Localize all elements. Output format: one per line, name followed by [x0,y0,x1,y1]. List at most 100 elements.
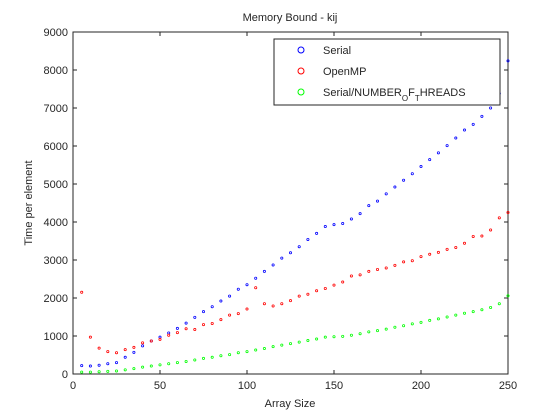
legend-label: Serial/NUMBEROFTHREADS [323,87,466,103]
data-point-series-1 [367,269,371,273]
data-point-series-2 [236,351,240,355]
data-point-series-0 [410,172,414,176]
x-tick-label: 100 [238,380,256,392]
x-tick-label: 200 [412,380,430,392]
y-tick-label: 9000 [44,27,68,39]
data-point-series-2 [419,320,423,324]
y-tick-label: 3000 [44,255,68,267]
data-point-series-1 [402,260,406,264]
data-point-series-2 [262,347,266,351]
data-point-series-0 [219,299,223,303]
data-point-series-1 [497,216,501,220]
data-point-series-2 [106,369,110,373]
data-point-series-0 [88,364,92,368]
data-point-series-0 [97,363,101,367]
data-point-series-0 [419,165,423,169]
data-point-series-2 [393,325,397,329]
data-point-series-2 [97,370,101,374]
data-point-series-1 [123,348,127,352]
data-point-series-1 [106,350,110,354]
data-point-series-0 [80,364,84,368]
data-point-series-0 [375,199,379,203]
data-point-series-1 [410,259,414,263]
x-tick-label: 50 [154,380,166,392]
legend-label-part: HREADS [420,87,466,99]
legend: Serial OpenMP Serial/NUMBEROFTHREADS [273,38,501,106]
data-point-series-2 [497,302,501,306]
data-point-series-0 [402,178,406,182]
data-point-series-2 [288,342,292,346]
data-point-series-0 [480,114,484,118]
data-point-series-2 [193,358,197,362]
data-point-series-2 [210,355,214,359]
data-point-series-0 [236,287,240,291]
data-point-series-2 [349,333,353,337]
x-tick-label: 0 [70,380,76,392]
data-point-series-0 [193,315,197,319]
data-point-series-2 [332,335,336,339]
data-point-series-0 [210,305,214,309]
y-tick-label: 4000 [44,217,68,229]
data-point-series-0 [506,59,510,63]
data-point-series-2 [410,322,414,326]
data-point-series-0 [454,136,458,140]
data-point-series-2 [480,308,484,312]
data-point-series-2 [297,340,301,344]
data-point-series-1 [288,299,292,303]
data-point-series-0 [445,144,449,148]
data-point-series-0 [106,362,110,366]
data-point-series-1 [262,302,266,306]
data-point-series-1 [201,323,205,327]
data-point-series-1 [115,351,119,355]
x-tick-label: 250 [499,380,517,392]
data-point-series-1 [280,302,284,306]
data-point-series-2 [254,348,258,352]
data-point-series-2 [471,310,475,314]
data-point-series-1 [236,312,240,316]
data-point-series-2 [315,337,319,341]
data-point-series-0 [349,217,353,221]
y-tick-label: 8000 [44,65,68,77]
data-point-series-2 [201,356,205,360]
data-point-series-2 [462,311,466,315]
data-point-series-1 [245,307,249,311]
data-point-series-2 [132,367,136,371]
data-point-series-1 [323,286,327,290]
data-point-series-0 [462,128,466,132]
data-point-series-1 [80,290,84,294]
data-point-series-2 [167,362,171,366]
data-point-series-0 [201,310,205,314]
data-point-series-0 [332,223,336,227]
data-point-series-0 [280,256,284,260]
data-point-series-1 [506,210,510,214]
data-point-series-2 [80,370,84,374]
data-point-series-1 [358,273,362,277]
data-point-series-2 [358,332,362,336]
data-point-series-2 [384,327,388,331]
data-point-series-2 [306,339,310,343]
data-point-series-0 [184,321,188,325]
data-point-series-1 [341,280,345,284]
data-point-series-2 [323,335,327,339]
data-point-series-0 [367,204,371,208]
data-point-series-1 [193,328,197,332]
data-points [80,59,510,374]
data-point-series-2 [367,330,371,334]
legend-label-part: Serial/NUMBER [323,87,402,99]
data-point-series-0 [436,151,440,155]
legend-label-part: F [408,87,415,99]
data-point-series-0 [245,283,249,287]
data-point-series-0 [341,222,345,226]
data-point-series-1 [332,283,336,287]
data-point-series-0 [428,158,432,162]
data-point-series-1 [210,321,214,325]
data-point-series-2 [88,370,92,374]
data-point-series-1 [436,250,440,254]
data-point-series-1 [97,346,101,350]
data-point-series-2 [280,343,284,347]
data-point-series-0 [288,251,292,255]
data-point-series-2 [506,294,510,298]
data-point-series-2 [115,369,119,373]
